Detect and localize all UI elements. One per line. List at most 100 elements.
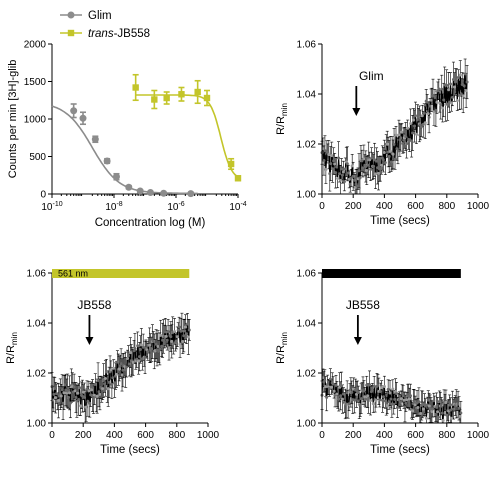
data-point — [403, 405, 407, 409]
data-point — [146, 350, 150, 354]
annotation-arrow-head — [353, 337, 362, 345]
data-point — [388, 149, 392, 153]
data-point — [356, 391, 360, 395]
data-point — [203, 94, 211, 102]
data-point — [430, 410, 434, 414]
data-point — [387, 155, 391, 159]
data-point — [353, 398, 357, 402]
annotation-arrow-head — [352, 108, 361, 116]
data-point — [426, 112, 430, 116]
x-tick-label: 600 — [137, 430, 154, 441]
data-point — [395, 392, 399, 396]
data-point — [408, 397, 412, 401]
legend-label: trans-JB558 — [88, 28, 150, 40]
data-point — [332, 159, 336, 163]
data-point — [376, 171, 380, 175]
data-point — [178, 91, 185, 98]
data-point — [178, 342, 182, 346]
data-point — [175, 335, 179, 339]
data-point — [62, 391, 66, 395]
data-point — [389, 397, 393, 401]
data-point — [70, 107, 78, 115]
data-point — [447, 88, 451, 92]
bar — [322, 269, 461, 278]
data-point — [340, 397, 344, 401]
data-point — [437, 87, 441, 91]
x-tick-label: 0 — [319, 430, 325, 441]
data-point — [355, 184, 359, 188]
data-point — [465, 80, 469, 84]
data-point — [348, 182, 352, 186]
data-point — [341, 170, 345, 174]
data-point — [410, 139, 414, 143]
data-point — [458, 73, 462, 77]
data-point — [464, 89, 468, 93]
data-point — [176, 328, 180, 332]
data-point — [331, 167, 335, 171]
data-point — [126, 354, 130, 358]
data-point — [113, 381, 117, 385]
data-point — [409, 122, 413, 126]
chart-a: 0 500 1000 1500 2000 10-10 10-8 10-6 10-4 Concent… — [7, 10, 247, 229]
data-point — [449, 82, 453, 86]
data-point — [340, 173, 344, 177]
data-point — [174, 339, 178, 343]
data-point — [329, 385, 333, 389]
data-point — [160, 344, 164, 348]
data-point — [161, 338, 165, 342]
data-point — [413, 403, 417, 407]
data-point — [151, 339, 155, 343]
data-point — [435, 405, 439, 409]
data-point — [327, 153, 331, 157]
data-point — [427, 115, 431, 119]
data-point — [85, 387, 89, 391]
x-tick-label: 10-8 — [105, 201, 122, 213]
data-point — [387, 400, 391, 404]
x-tick-label: 1000 — [197, 430, 220, 441]
data-point — [182, 334, 186, 338]
data-point — [170, 339, 174, 343]
data-point — [395, 147, 399, 151]
data-point — [72, 385, 76, 389]
data-point — [436, 415, 440, 419]
data-point — [125, 183, 133, 191]
data-point — [331, 382, 335, 386]
data-point — [324, 168, 328, 172]
data-point — [329, 162, 333, 166]
data-point — [346, 171, 350, 175]
data-point — [186, 335, 190, 339]
data-point — [169, 335, 173, 339]
data-point — [93, 382, 97, 386]
data-point — [450, 95, 454, 99]
x-tick-label: 200 — [75, 430, 92, 441]
data-point — [120, 373, 124, 377]
data-point — [185, 332, 189, 336]
data-point — [84, 405, 88, 409]
data-point — [54, 396, 58, 400]
data-point — [167, 346, 171, 350]
data-point — [334, 171, 338, 175]
illumination-bar: 561 nm — [52, 269, 190, 279]
data-point — [60, 388, 64, 392]
data-point — [109, 368, 113, 372]
data-point — [393, 157, 397, 161]
trace-group — [320, 58, 469, 195]
data-point — [366, 163, 370, 167]
data-point — [118, 364, 122, 368]
data-point — [402, 138, 406, 142]
x-tick-label: 10-6 — [167, 201, 184, 213]
data-point — [103, 376, 107, 380]
data-point — [128, 351, 132, 355]
x-tick-label: 600 — [407, 201, 424, 212]
data-point — [112, 366, 116, 370]
data-point — [386, 387, 390, 391]
y-axis-label: R/Rmin — [275, 332, 289, 364]
data-point — [410, 409, 414, 413]
data-point — [446, 102, 450, 106]
series-glim — [51, 103, 198, 198]
data-point — [349, 176, 353, 180]
data-point — [151, 96, 158, 103]
data-point — [358, 176, 362, 180]
legend-marker — [67, 29, 75, 37]
x-tick-label: 0 — [319, 201, 325, 212]
